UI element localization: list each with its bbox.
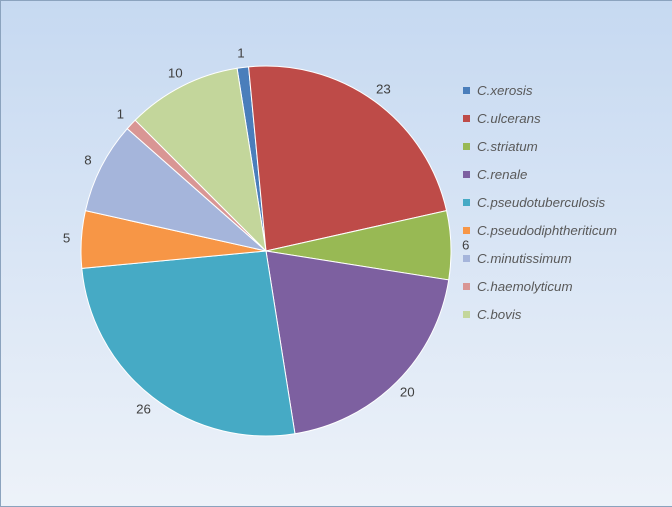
legend-item: C.xerosis bbox=[463, 76, 617, 104]
legend-item: C.renale bbox=[463, 160, 617, 188]
legend-label: C.pseudodiphtheriticum bbox=[477, 223, 617, 238]
chart-plot-area: 1236202658110 C.xerosisC.ulceransC.stria… bbox=[0, 0, 672, 507]
legend-swatch bbox=[463, 283, 470, 290]
pie-chart-figure: 1236202658110 C.xerosisC.ulceransC.stria… bbox=[0, 0, 672, 505]
legend-swatch bbox=[463, 143, 470, 150]
legend-label: C.ulcerans bbox=[477, 111, 541, 126]
pie-slice bbox=[82, 251, 295, 436]
legend-item: C.minutissimum bbox=[463, 244, 617, 272]
pie-slice-label: 26 bbox=[136, 401, 151, 416]
legend-item: C.ulcerans bbox=[463, 104, 617, 132]
pie-slice-label: 1 bbox=[117, 107, 124, 122]
legend-swatch bbox=[463, 199, 470, 206]
legend-label: C.renale bbox=[477, 167, 527, 182]
legend-item: C.haemolyticum bbox=[463, 272, 617, 300]
legend-label: C.striatum bbox=[477, 139, 538, 154]
legend-item: C.pseudodiphtheriticum bbox=[463, 216, 617, 244]
legend-label: C.xerosis bbox=[477, 83, 533, 98]
legend-swatch bbox=[463, 311, 470, 318]
legend-item: C.pseudotuberculosis bbox=[463, 188, 617, 216]
legend-swatch bbox=[463, 255, 470, 262]
pie-slice-label: 20 bbox=[400, 385, 415, 400]
legend-label: C.minutissimum bbox=[477, 251, 572, 266]
legend-item: C.striatum bbox=[463, 132, 617, 160]
pie-slice bbox=[266, 251, 449, 434]
pie-slice-label: 8 bbox=[84, 153, 91, 168]
legend-swatch bbox=[463, 227, 470, 234]
legend-label: C.haemolyticum bbox=[477, 279, 573, 294]
legend-swatch bbox=[463, 115, 470, 122]
pie-slice-label: 1 bbox=[237, 45, 244, 60]
pie-slice-label: 10 bbox=[168, 65, 183, 80]
legend-item: C.bovis bbox=[463, 300, 617, 328]
legend-swatch bbox=[463, 171, 470, 178]
pie-slice-label: 5 bbox=[63, 231, 70, 246]
pie-slice-label: 23 bbox=[376, 82, 391, 97]
legend-label: C.bovis bbox=[477, 307, 521, 322]
legend-label: C.pseudotuberculosis bbox=[477, 195, 605, 210]
legend-swatch bbox=[463, 87, 470, 94]
legend: C.xerosis C.ulcerans C.striatum C.renale C.p… bbox=[463, 76, 617, 328]
